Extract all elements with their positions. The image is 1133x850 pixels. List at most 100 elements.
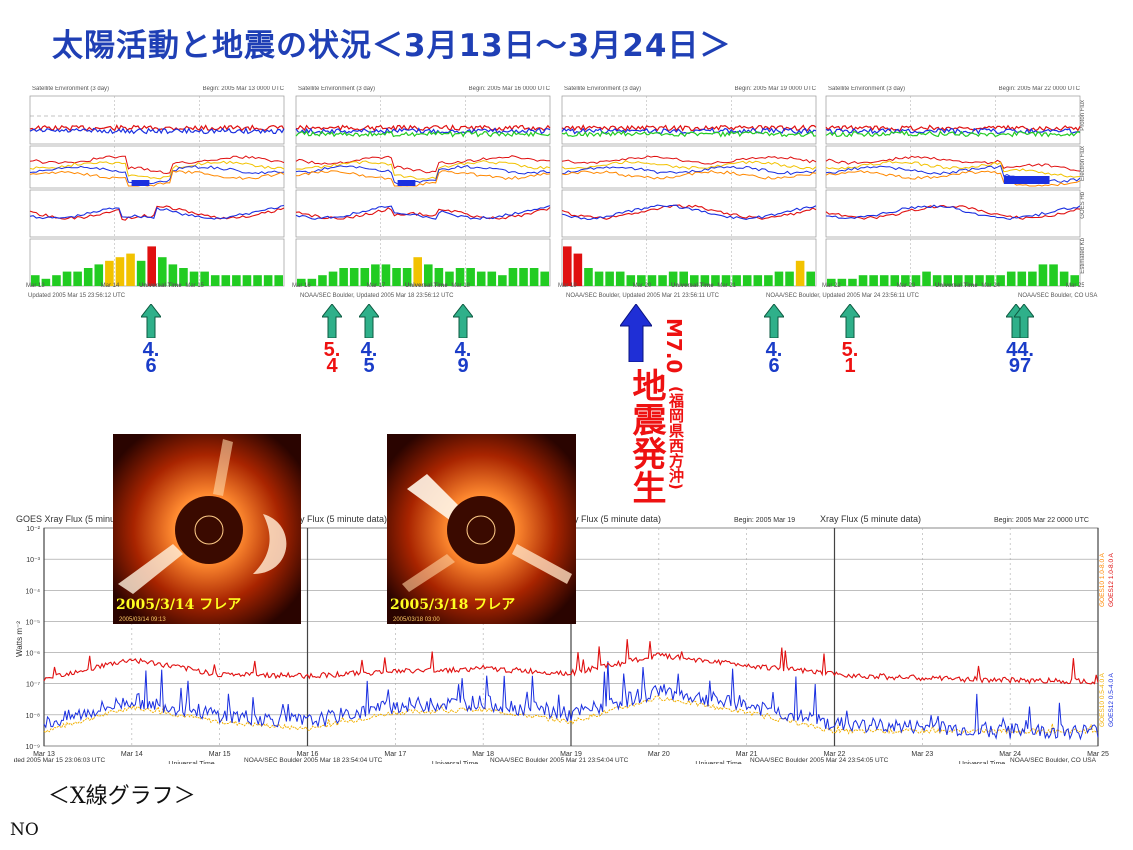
kp-bar xyxy=(700,275,710,286)
green-arrow xyxy=(1014,304,1034,338)
kp-bar xyxy=(837,278,847,286)
kp-bar xyxy=(540,271,549,286)
kp-bar xyxy=(774,271,784,286)
kp-bar xyxy=(371,264,380,286)
xray-updated: Updated 2005 Mar 15 23:06:03 UTC xyxy=(14,757,105,764)
y-tick-label: 10⁻⁷ xyxy=(26,682,40,689)
kp-bar xyxy=(126,253,135,286)
y-axis-label: Watts m⁻² xyxy=(15,621,24,657)
kp-bar xyxy=(94,264,104,286)
kp-bar xyxy=(890,275,900,286)
kp-bar xyxy=(985,275,995,286)
kp-bar xyxy=(932,275,942,286)
xray-legend: GOES12 0.5-4.0 A xyxy=(1108,672,1115,727)
series-short xyxy=(43,661,1099,741)
y-tick-label: 10⁻⁶ xyxy=(26,651,40,658)
kp-bar xyxy=(690,275,699,286)
flare-stamp-2: 2005/03/18 03:00 xyxy=(393,617,440,623)
day-tick: Mar 16 xyxy=(292,283,311,289)
kp-bar xyxy=(975,275,984,286)
kp-bar xyxy=(785,271,794,286)
day-tick: Mar 21 xyxy=(717,283,737,289)
kp-bar xyxy=(158,257,167,286)
y-tick-label: 10⁻⁴ xyxy=(26,588,41,595)
kp-bar xyxy=(529,268,539,286)
axis-title: Universal Time xyxy=(139,283,182,289)
axis-title: Universal Time xyxy=(935,283,978,289)
xray-begin: Begin: 2005 Mar 22 0000 UTC xyxy=(994,517,1089,524)
x-tick-label: Mar 14 xyxy=(121,751,143,758)
kp-bar xyxy=(605,271,614,286)
kp-bar xyxy=(498,275,507,286)
kp-bar xyxy=(136,260,146,286)
xray-legend: GOES10 0.5-4.0 A xyxy=(1099,672,1106,727)
x-axis-title: Universal Time xyxy=(959,761,1005,764)
satellite-plot xyxy=(561,95,817,287)
day-tick: Mar 13 xyxy=(26,283,45,289)
kp-bar xyxy=(242,275,252,286)
day-tick: Mar 24 xyxy=(981,283,1001,289)
y-tick-label: 10⁻⁹ xyxy=(26,744,40,751)
kp-bar xyxy=(508,268,518,286)
satellite-panel: Satellite Environment (3 day) Begin: 2005… xyxy=(26,86,288,300)
flare-image-1: 2005/3/14 フレア 2005/03/14 09:13 xyxy=(113,434,301,624)
earthquake-magnitude: M7.0 xyxy=(662,318,686,374)
kp-bar xyxy=(679,271,688,286)
kp-bar xyxy=(1017,271,1027,286)
kp-bar xyxy=(584,268,593,286)
panel-header: Satellite Environment (3 day) xyxy=(298,86,376,92)
kp-bar xyxy=(573,253,583,286)
kp-bar xyxy=(753,275,763,286)
xray-legend: GOES12 1.0-8.0 A xyxy=(1108,552,1115,607)
kp-bar xyxy=(339,268,348,286)
kp-bar xyxy=(637,275,646,286)
xray-updated: NOAA/SEC Boulder 2005 Mar 18 23:54:04 UT… xyxy=(244,757,383,764)
x-axis-title: Universal Time xyxy=(432,761,478,764)
kp-bar xyxy=(232,275,241,286)
kp-bar xyxy=(996,275,1005,286)
day-tick: Mar 17 xyxy=(366,283,386,289)
kp-bar xyxy=(476,271,486,286)
updated-text: Updated 2005 Mar 15 23:56:12 UTC xyxy=(28,293,126,299)
x-tick-label: Mar 19 xyxy=(560,751,582,758)
y-tick-label: 10⁻³ xyxy=(26,557,40,564)
kp-bar xyxy=(168,264,178,286)
xray-updated: NOAA/SEC Boulder 2005 Mar 21 23:54:04 UT… xyxy=(490,757,629,764)
panel-begin: Begin: 2005 Mar 19 0000 UTC xyxy=(734,86,816,92)
kp-bar xyxy=(1059,271,1069,286)
earthquake-label: 地震発生 xyxy=(626,368,666,504)
kp-bar xyxy=(445,271,454,286)
x-tick-label: Mar 17 xyxy=(384,751,406,758)
earthquake-place: (福岡県西方沖) xyxy=(667,386,685,490)
kp-bar xyxy=(392,268,401,286)
kp-bar xyxy=(189,271,199,286)
kp-bar xyxy=(519,268,528,286)
kp-bar xyxy=(381,264,391,286)
side-label: Estimated Kp xyxy=(1080,238,1084,274)
footer-note: NO xyxy=(10,820,39,840)
kp-bar xyxy=(594,271,604,286)
kp-bar xyxy=(318,275,327,286)
panel-header: Satellite Environment (3 day) xyxy=(828,86,906,92)
green-arrow xyxy=(141,304,161,338)
panel-header: Satellite Environment (3 day) xyxy=(564,86,642,92)
x-tick-label: Mar 15 xyxy=(209,751,231,758)
kp-bar xyxy=(869,275,878,286)
satellite-panel: Satellite Environment (3 day) Begin: 2005… xyxy=(822,86,1084,300)
kp-bar xyxy=(105,260,114,286)
xray-header: Xray Flux (5 minute data) xyxy=(820,514,921,524)
kp-bar xyxy=(721,275,731,286)
flare-stamp-1: 2005/03/14 09:13 xyxy=(119,617,166,623)
kp-bar xyxy=(1028,271,1037,286)
day-tick: Mar 19 xyxy=(558,283,577,289)
x-tick-label: Mar 24 xyxy=(999,751,1021,758)
kp-bar xyxy=(563,246,572,286)
kp-bar xyxy=(62,271,72,286)
day-tick: Mar 23 xyxy=(896,283,916,289)
magnitude-label: 4. 6 xyxy=(765,339,783,377)
kp-bar xyxy=(307,278,317,286)
day-tick: Mar 25 xyxy=(1066,283,1084,289)
x-tick-label: Mar 16 xyxy=(297,751,319,758)
day-tick: Mar 18 xyxy=(451,283,471,289)
kp-bar xyxy=(879,275,889,286)
